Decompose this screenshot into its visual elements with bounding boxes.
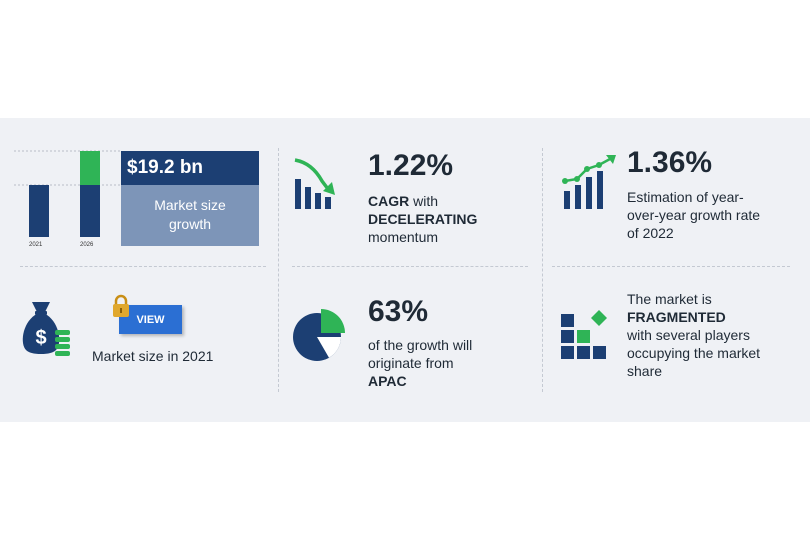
- decelerating-label: DECELERATING: [368, 211, 478, 227]
- cagr-description: CAGR with DECELERATING momentum: [368, 192, 477, 246]
- growth-share-line2: originate from: [368, 355, 454, 371]
- apac-label: APAC: [368, 373, 407, 389]
- market-line5: share: [627, 363, 663, 379]
- fragmented-label: FRAGMENTED: [627, 309, 726, 325]
- apac-share-value: 63%: [368, 295, 429, 328]
- year-start-label: 2021: [29, 242, 43, 248]
- market-size-growth-caption: Market size growth: [121, 185, 259, 246]
- fragmented-market-description: The market is FRAGMENTED with several pl…: [627, 290, 760, 380]
- market-line1: The market is: [627, 291, 712, 307]
- svg-text:$: $: [35, 327, 46, 349]
- bar-2021: [29, 185, 49, 237]
- growth-share-line1: of the growth will: [368, 337, 473, 353]
- cagr-label: CAGR: [368, 193, 410, 209]
- market-size-2021-label: Market size in 2021: [92, 348, 214, 364]
- rising-chart-icon: [562, 155, 616, 209]
- view-button[interactable]: VIEW: [119, 305, 182, 334]
- yoy-line2: over-year growth rate: [627, 207, 761, 223]
- yoy-growth-value: 1.36%: [627, 146, 713, 179]
- bar-2026-growth: [80, 151, 100, 185]
- cagr-with-text: with: [409, 193, 439, 209]
- declining-chart-icon: [294, 158, 335, 209]
- row-divider-left: [20, 266, 266, 267]
- growth-caption-line2: growth: [168, 216, 212, 232]
- column-divider-1: [278, 148, 279, 392]
- lock-icon: [113, 294, 129, 317]
- year-end-label: 2026: [80, 242, 94, 248]
- money-bag-icon: $: [22, 302, 70, 356]
- market-size-mini-chart: [14, 150, 120, 237]
- market-line3: with several players: [627, 327, 750, 343]
- cagr-value: 1.22%: [368, 149, 454, 182]
- momentum-text: momentum: [368, 229, 439, 245]
- apac-share-description: of the growth will originate from APAC: [368, 336, 472, 390]
- yoy-line3: of 2022: [627, 225, 674, 241]
- pie-chart-icon: [293, 309, 345, 361]
- column-divider-2: [542, 148, 543, 392]
- row-divider-middle: [292, 266, 528, 267]
- row-divider-right: [552, 266, 790, 267]
- market-line4: occupying the market: [627, 345, 761, 361]
- yoy-growth-description: Estimation of year- over-year growth rat…: [627, 188, 760, 242]
- bar-2026-base: [80, 185, 100, 237]
- market-size-value: $19.2 bn: [121, 151, 259, 185]
- fragmented-blocks-icon: [561, 310, 607, 359]
- yoy-line1: Estimation of year-: [627, 189, 744, 205]
- growth-caption-line1: Market size: [154, 197, 226, 213]
